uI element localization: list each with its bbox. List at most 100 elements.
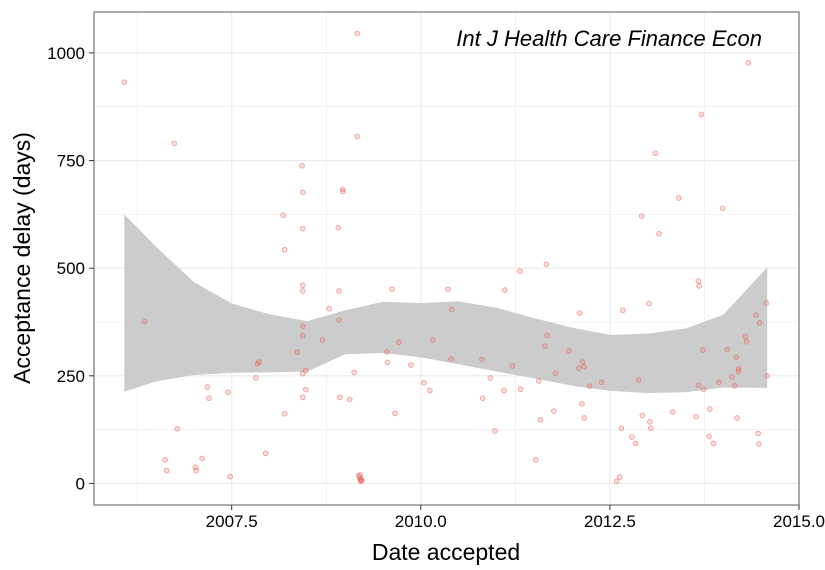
data-point — [706, 406, 713, 412]
data-point — [174, 425, 181, 432]
data-point — [706, 433, 712, 440]
data-point — [430, 337, 436, 343]
data-point — [141, 318, 148, 325]
y-tick-label: 750 — [57, 152, 85, 171]
x-axis: 2007.5 2010.0 2012.5 2015.0 — [206, 505, 825, 531]
data-point — [764, 372, 771, 379]
data-point — [204, 384, 211, 390]
data-point — [543, 261, 550, 268]
data-point — [581, 415, 588, 421]
data-point — [544, 332, 550, 339]
plot-panel — [94, 12, 799, 505]
data-point — [647, 425, 654, 432]
data-point — [354, 133, 361, 140]
data-point — [346, 396, 353, 403]
smooth-confidence-band — [124, 214, 768, 394]
data-point — [299, 162, 305, 169]
data-point — [646, 300, 653, 307]
data-point — [731, 382, 738, 389]
data-point — [733, 354, 740, 361]
data-point — [619, 307, 626, 314]
data-point — [756, 441, 762, 447]
y-tick-label: 250 — [57, 367, 85, 386]
data-point — [340, 188, 346, 195]
data-point — [299, 288, 306, 294]
data-point — [501, 387, 507, 394]
data-point — [552, 370, 559, 377]
chart-title: Int J Health Care Finance Econ — [456, 26, 762, 51]
x-axis-title: Date accepted — [372, 539, 520, 565]
data-point — [532, 456, 539, 463]
data-point — [225, 389, 231, 396]
data-point — [639, 412, 646, 419]
data-point — [632, 440, 639, 447]
data-point — [517, 386, 524, 393]
data-point — [199, 455, 206, 462]
data-point — [487, 375, 494, 381]
data-point — [262, 450, 269, 457]
data-point — [256, 359, 262, 365]
data-point — [319, 337, 326, 343]
data-point — [756, 320, 763, 326]
data-point — [763, 300, 770, 306]
data-point — [698, 111, 705, 118]
data-point — [448, 356, 454, 362]
data-point — [299, 323, 306, 330]
data-point — [743, 338, 750, 345]
data-point — [302, 367, 309, 374]
data-point — [326, 305, 333, 312]
data-point — [669, 409, 676, 415]
data-point — [384, 359, 391, 366]
data-point — [728, 373, 735, 380]
data-point — [162, 456, 168, 463]
data-point — [336, 394, 343, 401]
data-point — [492, 428, 498, 434]
y-axis-title: Acceptance delay (days) — [9, 132, 35, 384]
data-point — [253, 375, 259, 381]
data-point — [724, 346, 730, 353]
data-point — [509, 363, 516, 369]
data-point — [537, 416, 544, 423]
data-point — [206, 395, 212, 402]
data-point — [501, 287, 508, 293]
data-point — [448, 306, 455, 313]
data-point — [586, 383, 593, 390]
data-point — [734, 415, 740, 421]
data-point — [351, 369, 358, 376]
data-point — [715, 379, 722, 386]
data-point — [576, 310, 583, 316]
data-point — [628, 434, 635, 440]
data-point — [299, 282, 306, 289]
data-point — [576, 365, 582, 371]
data-point — [299, 394, 306, 401]
data-point — [335, 224, 342, 231]
data-point — [281, 246, 288, 253]
x-tick-label: 2012.5 — [584, 512, 636, 531]
y-axis: 0 250 500 750 1000 — [47, 44, 94, 493]
x-tick-label: 2007.5 — [206, 512, 258, 531]
data-point — [719, 205, 726, 212]
data-point — [695, 278, 702, 284]
data-point — [695, 382, 702, 389]
data-points — [121, 30, 771, 485]
data-point — [616, 474, 623, 480]
data-point — [336, 288, 342, 294]
data-point — [581, 363, 588, 370]
data-point — [652, 150, 659, 157]
data-point — [753, 312, 759, 318]
data-point — [696, 282, 703, 289]
data-point — [579, 400, 585, 407]
y-tick-label: 500 — [57, 259, 85, 278]
data-point — [445, 286, 451, 293]
data-point — [383, 348, 390, 355]
data-point — [427, 387, 433, 394]
plot-frame — [93, 11, 800, 506]
data-point — [395, 339, 402, 346]
data-point — [121, 79, 128, 86]
data-point — [408, 362, 414, 368]
data-point — [742, 333, 749, 340]
data-point — [566, 348, 572, 354]
data-point — [299, 332, 306, 339]
data-point — [389, 286, 395, 293]
data-point — [171, 140, 178, 147]
